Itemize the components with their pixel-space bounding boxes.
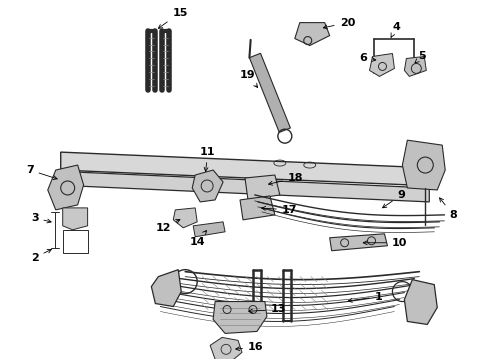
Text: 16: 16 [236, 342, 264, 352]
Polygon shape [404, 280, 437, 324]
Text: 12: 12 [155, 220, 180, 233]
Polygon shape [404, 57, 426, 76]
Polygon shape [330, 234, 388, 251]
Polygon shape [192, 170, 223, 202]
Text: 9: 9 [383, 190, 405, 208]
Polygon shape [173, 208, 197, 228]
Text: 3: 3 [31, 213, 51, 223]
Text: 8: 8 [440, 198, 457, 220]
Text: 17: 17 [262, 205, 297, 215]
Polygon shape [63, 208, 88, 230]
Text: 1: 1 [348, 292, 382, 302]
Polygon shape [48, 165, 84, 210]
Text: 6: 6 [360, 54, 376, 63]
Polygon shape [193, 222, 225, 237]
Polygon shape [151, 270, 181, 306]
Polygon shape [245, 175, 280, 200]
Text: 4: 4 [391, 22, 400, 37]
Polygon shape [210, 337, 242, 360]
Text: 2: 2 [31, 249, 51, 263]
Polygon shape [402, 140, 445, 190]
Polygon shape [240, 196, 275, 220]
Text: 11: 11 [200, 147, 216, 171]
Polygon shape [249, 53, 291, 132]
Text: 10: 10 [363, 238, 407, 248]
Text: 5: 5 [415, 51, 426, 63]
Polygon shape [61, 152, 434, 186]
Text: 15: 15 [158, 8, 188, 28]
Polygon shape [213, 302, 267, 333]
Text: 18: 18 [269, 173, 303, 185]
Polygon shape [75, 172, 429, 202]
Text: 7: 7 [26, 165, 57, 180]
Text: 19: 19 [240, 71, 258, 87]
Text: 13: 13 [249, 305, 286, 315]
Polygon shape [295, 23, 330, 45]
Text: 20: 20 [323, 18, 355, 29]
Text: 14: 14 [189, 230, 207, 247]
Polygon shape [369, 54, 394, 76]
